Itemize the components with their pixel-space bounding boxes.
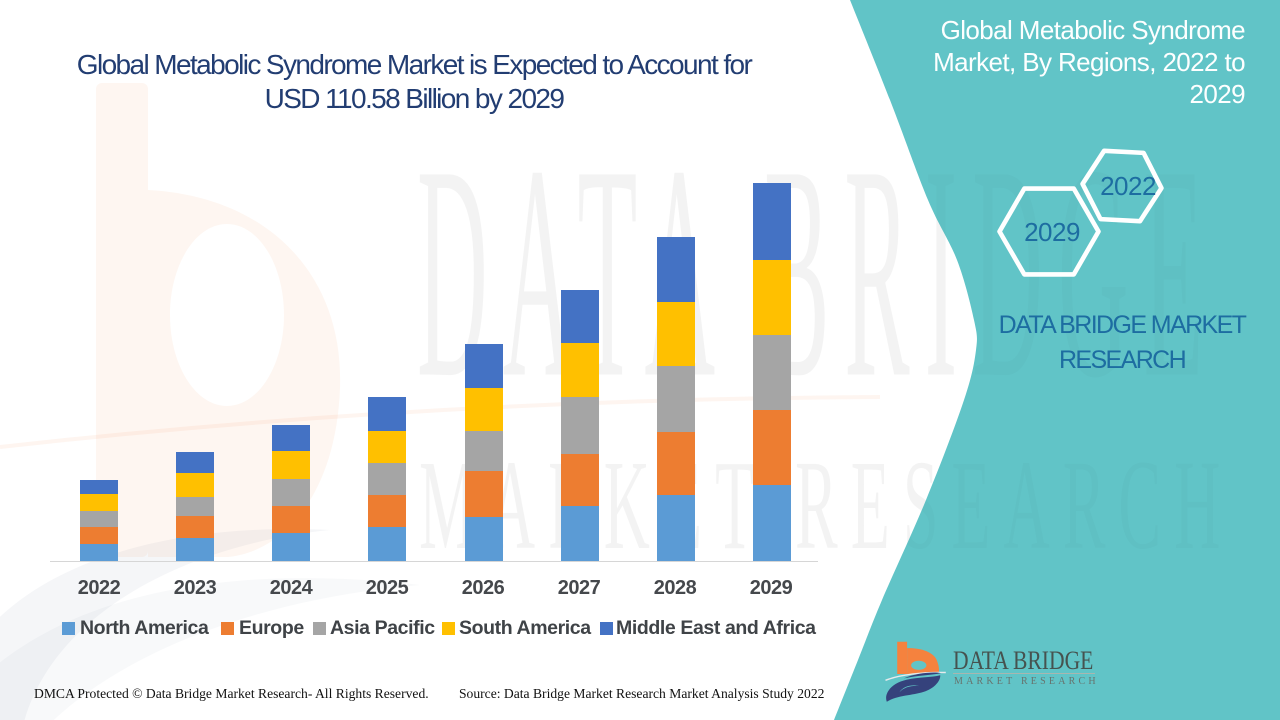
svg-text:2029: 2029 [1024, 217, 1080, 247]
svg-text:2022: 2022 [1100, 171, 1156, 201]
